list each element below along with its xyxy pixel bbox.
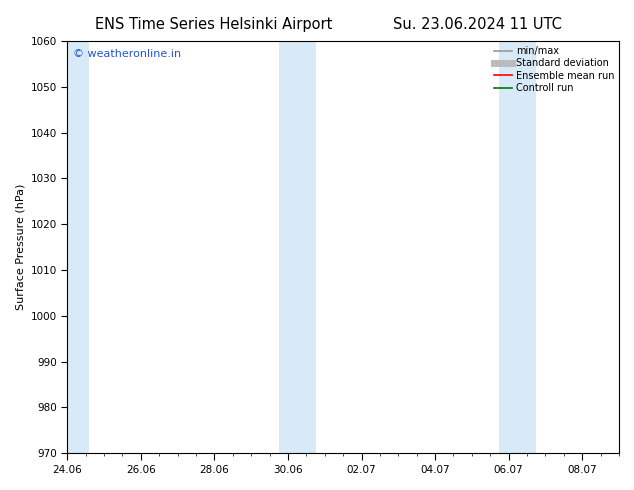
Bar	[500, 41, 522, 453]
Bar	[279, 41, 301, 453]
Text: ENS Time Series Helsinki Airport: ENS Time Series Helsinki Airport	[95, 17, 332, 32]
Text: © weatheronline.in: © weatheronline.in	[73, 49, 181, 59]
Y-axis label: Surface Pressure (hPa): Surface Pressure (hPa)	[15, 184, 25, 310]
Bar	[301, 41, 316, 453]
Legend: min/max, Standard deviation, Ensemble mean run, Controll run: min/max, Standard deviation, Ensemble me…	[495, 46, 614, 93]
Text: Su. 23.06.2024 11 UTC: Su. 23.06.2024 11 UTC	[393, 17, 562, 32]
Bar	[522, 41, 536, 453]
Bar	[67, 41, 89, 453]
